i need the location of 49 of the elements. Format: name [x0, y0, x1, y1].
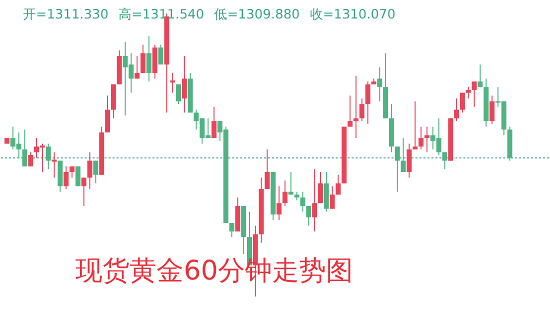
candlestick: [454, 98, 460, 122]
candlestick: [176, 84, 181, 105]
candlestick: [87, 152, 92, 190]
candlestick: [146, 36, 152, 82]
candlestick: [229, 222, 234, 238]
candlestick: [318, 172, 323, 204]
candlestick: [359, 98, 364, 122]
candlestick: [182, 55, 187, 114]
candlestick: [264, 148, 270, 190]
candlestick: [140, 44, 146, 74]
candlestick: [336, 174, 341, 196]
candlestick: [105, 95, 110, 133]
candlestick: [170, 72, 176, 94]
candlestick: [81, 177, 86, 206]
candlestick: [472, 80, 477, 108]
candlestick: [158, 44, 164, 65]
candlestick: [442, 152, 448, 170]
candlestick: [64, 166, 69, 190]
candlestick: [394, 146, 400, 192]
candlestick: [478, 64, 483, 88]
annotation: 低=1309.880: [214, 8, 300, 23]
candlestick: [365, 80, 370, 124]
candlestick: [353, 75, 358, 139]
candlestick: [406, 143, 412, 178]
candlestick: [134, 55, 140, 80]
candlestick: [93, 160, 98, 184]
annotation: 高=1311.540: [118, 6, 204, 23]
candlestick: [46, 143, 51, 170]
candlestick: [348, 95, 353, 128]
candlestick: [418, 126, 424, 150]
candlestick: [52, 152, 57, 178]
annotation: 开=1311.330: [22, 8, 108, 23]
candlestick: [300, 191, 306, 212]
candlestick: [412, 100, 418, 150]
candlestick: [377, 66, 382, 102]
candlestick: [400, 138, 406, 173]
candlestick: [22, 129, 28, 167]
candlestick: [276, 186, 282, 221]
candlestick: [490, 95, 495, 124]
candlestick: [28, 152, 34, 167]
candlestick: [306, 205, 312, 226]
candlestick: [312, 168, 318, 232]
annotation: 收=1310.070: [310, 8, 396, 23]
candlestick: [466, 86, 471, 99]
candlestick: [424, 126, 430, 153]
candlestick: [460, 92, 465, 114]
candlestick: [330, 186, 335, 210]
candlestick: [282, 180, 288, 206]
candlestick: [212, 106, 216, 139]
